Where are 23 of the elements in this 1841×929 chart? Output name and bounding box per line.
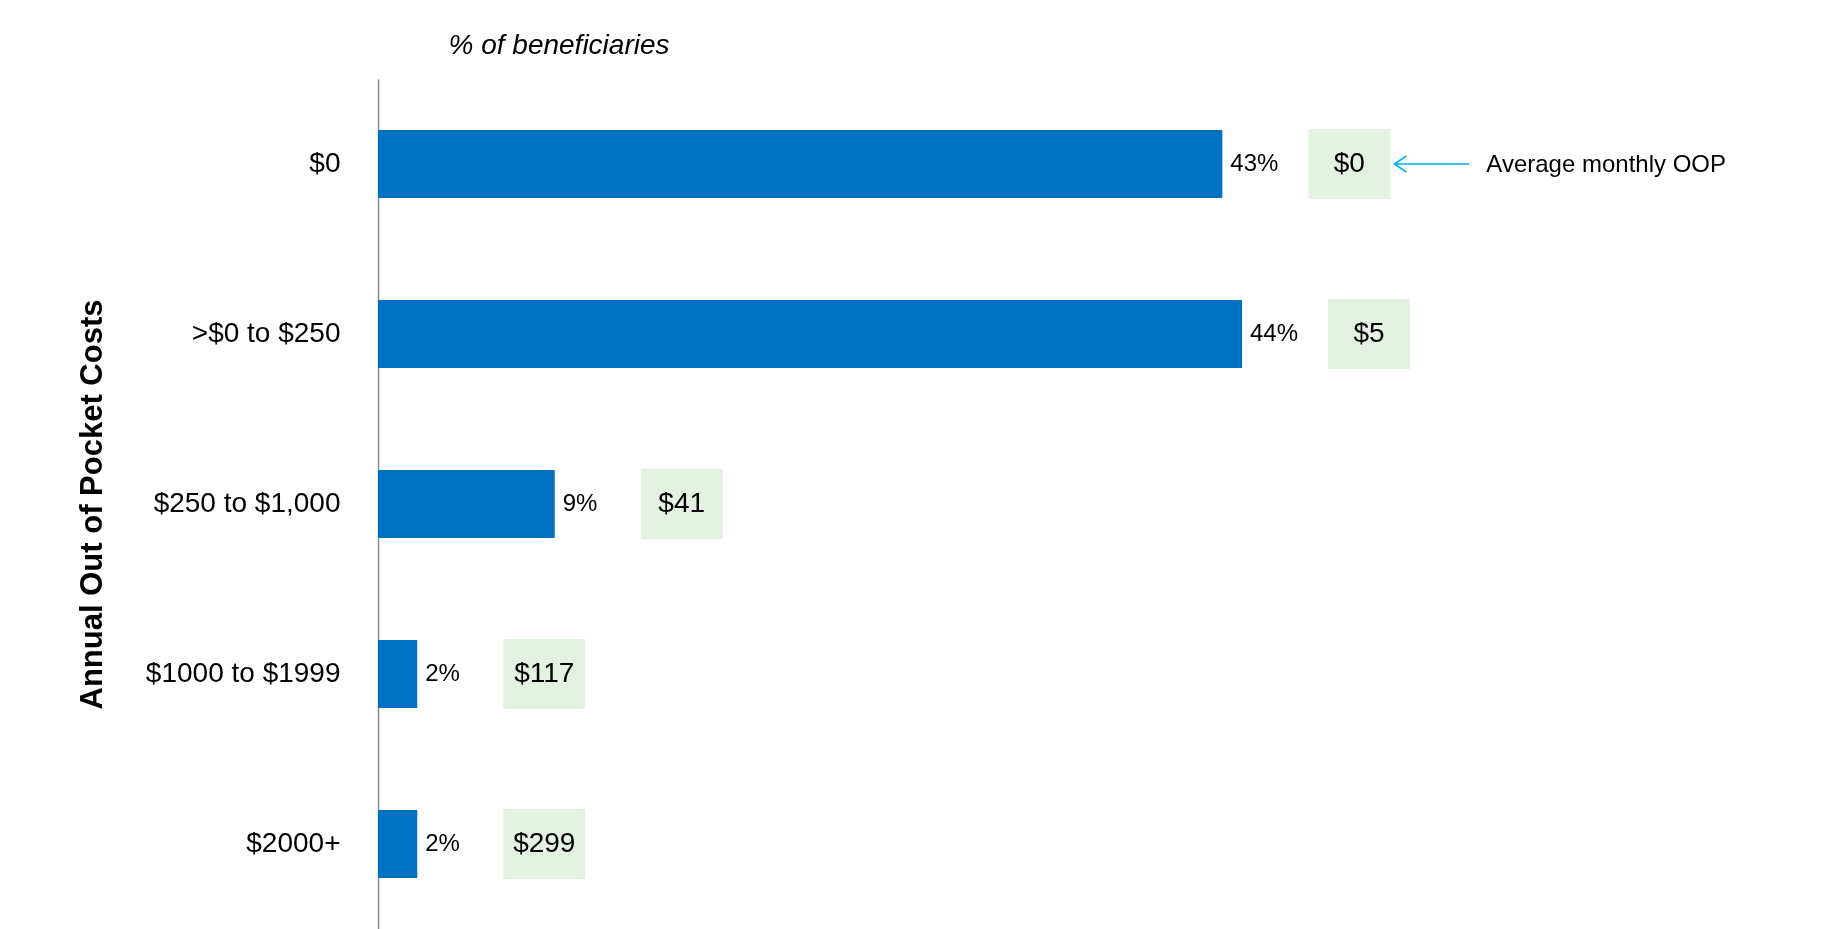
text: $0 [1333,147,1365,178]
data-label: 2% [425,829,460,856]
x-axis-title: % of beneficiaries [448,28,670,60]
annotation: $299 [513,827,576,858]
annotation: $117 [514,657,575,688]
y-tick-label: $250 to $1,000 [153,487,341,518]
text: Average monthly OOP [1486,150,1727,177]
y-tick-label: $0 [309,147,341,178]
data-label: 43% [1230,149,1279,176]
bar [378,130,1223,198]
y-tick-label: $1000 to $1999 [145,657,341,688]
data-label: 9% [562,489,598,516]
y-tick-label: >$0 to $250 [191,317,341,348]
text: $5 [1353,317,1385,348]
bar [378,640,418,708]
annotation: $41 [658,487,706,518]
bar [378,810,418,878]
bar [378,470,555,538]
bar [378,300,1242,368]
data-label: 44% [1250,319,1299,346]
y-tick-label: $2000+ [246,827,341,858]
data-label: 2% [425,659,460,686]
y-axis-title: Annual Out of Pocket Costs [73,299,109,710]
